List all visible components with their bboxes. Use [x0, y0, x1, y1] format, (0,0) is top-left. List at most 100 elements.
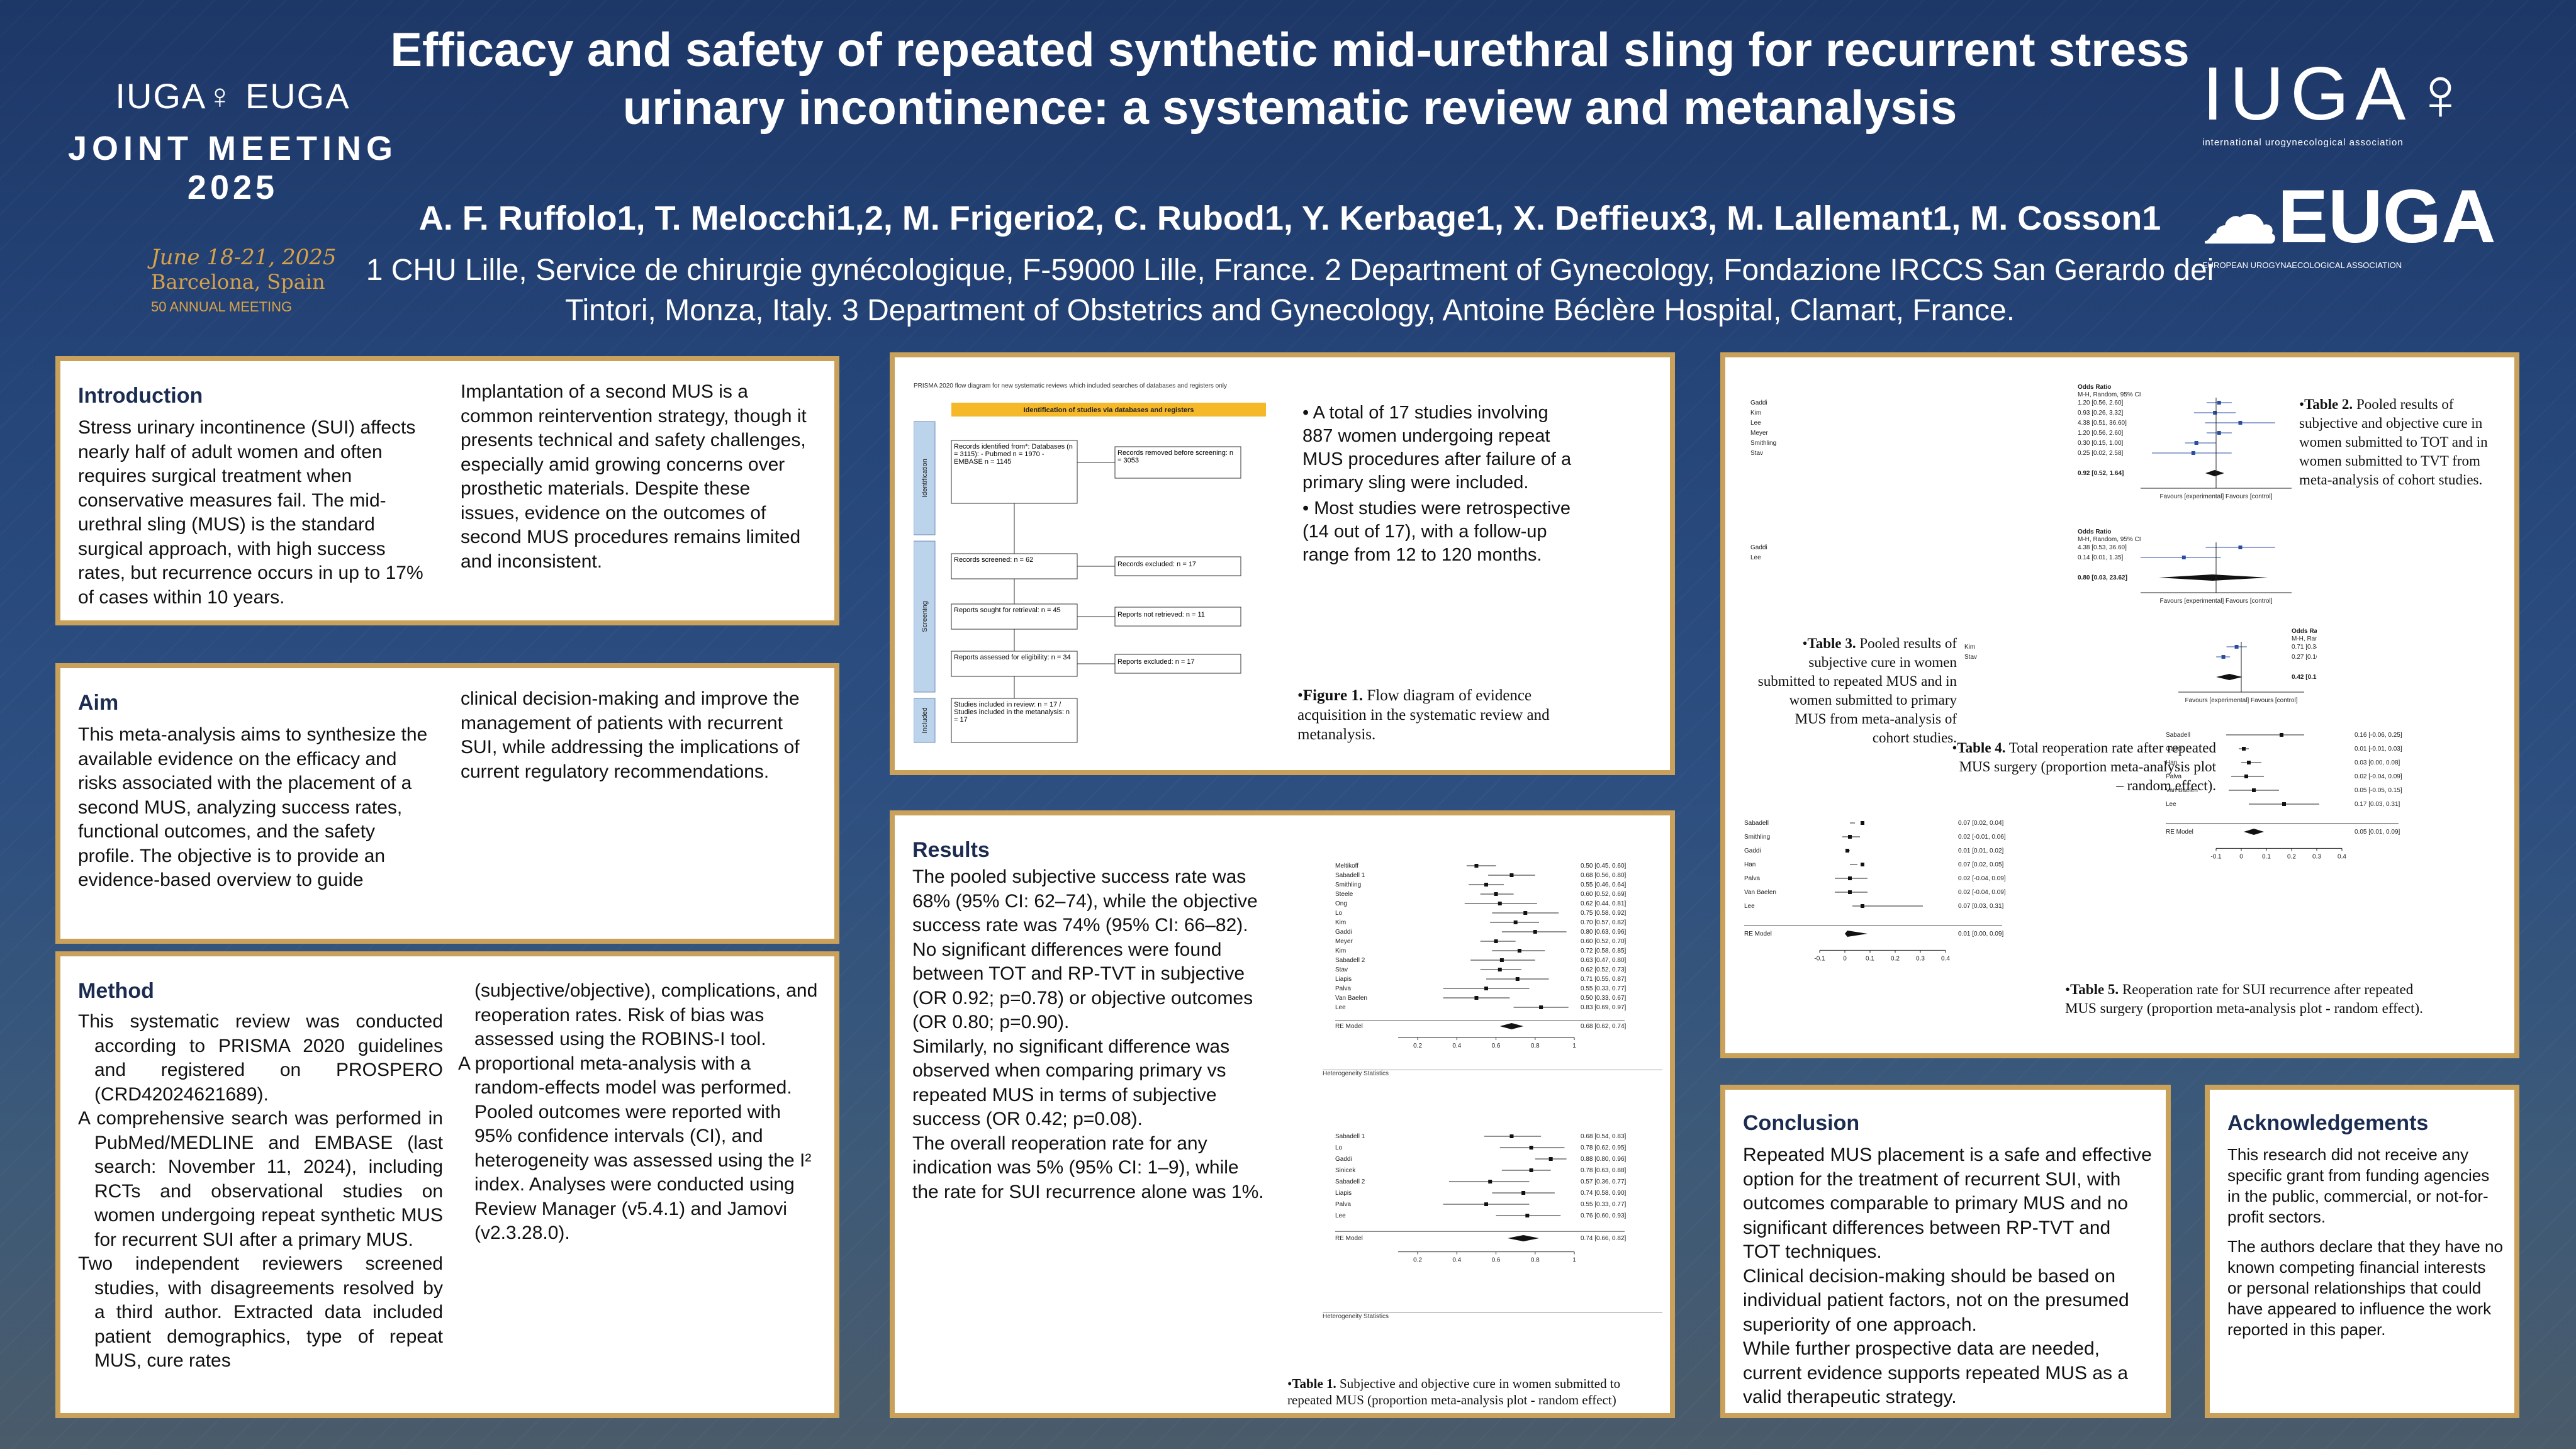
study-label: Liapis — [1335, 976, 1352, 983]
estimate-label: 0.07 [0.02, 0.04] — [1958, 820, 2004, 827]
forest-plot-objective: Sabadell 1 0.68 [0.54, 0.83] Lo 0.78 [0.62,… — [1335, 1133, 1627, 1264]
study-label: Ong — [1335, 900, 1347, 907]
prisma-screened-text: Records screened: n = 62 — [954, 556, 1034, 564]
table4-caption: •Table 4. Total reoperation rate after r… — [1952, 740, 2216, 793]
estimate-label: 0.02 [-0.04, 0.09] — [1958, 875, 2006, 882]
point-estimate — [1861, 904, 1864, 908]
conclusion-panel: Conclusion Repeated MUS placement is a s… — [1720, 1085, 2171, 1418]
study-label: Sabadell — [1744, 820, 1769, 827]
figure1-caption-text: Flow diagram of evidence acquisition in … — [1297, 687, 1550, 743]
point-estimate — [1848, 835, 1852, 839]
or-column-header: Odds Ratio — [2078, 384, 2111, 391]
x-tick-label: 0.3 — [1916, 955, 1925, 962]
x-tick-label: 0.2 — [1891, 955, 1900, 962]
estimate-label: 0.02 [-0.01, 0.06] — [1958, 834, 2006, 841]
table5-caption: •Table 5. Reoperation rate for SUI recur… — [2065, 982, 2423, 1016]
aim-panel: Aim This meta-analysis aims to synthesiz… — [55, 663, 839, 944]
point-estimate — [2191, 451, 2195, 455]
table2-caption-text: Pooled results of subjective and objecti… — [2299, 396, 2488, 488]
euga-logo-text: EUGA — [2278, 174, 2496, 259]
x-tick-label: 0.4 — [1941, 955, 1950, 962]
prisma-phase-included — [914, 698, 936, 743]
point-estimate — [2238, 545, 2243, 549]
estimate-label: 0.01 [-0.01, 0.03] — [2355, 746, 2402, 752]
study-label: Gaddi — [1750, 544, 1767, 551]
study-label: Smithling — [1744, 834, 1770, 841]
estimate-label: 0.05 [-0.05, 0.15] — [2355, 787, 2402, 794]
estimate-label: 0.75 [0.58, 0.92] — [1581, 910, 1627, 917]
study-label: Meyer — [1750, 430, 1768, 437]
table1-caption: •Table 1. Subjective and objective cure … — [1287, 1376, 1621, 1407]
study-label: Lee — [1744, 903, 1755, 910]
point-estimate — [2217, 431, 2221, 435]
or-label: 0.93 [0.26, 3.32] — [2078, 410, 2124, 417]
estimate-label: 0.83 [0.69, 0.97] — [1581, 1004, 1627, 1011]
heterogeneity-table-2: Heterogeneity Statistics — [1323, 1312, 1662, 1320]
estimate-label: 0.74 [0.58, 0.90] — [1581, 1190, 1627, 1197]
method-heading: Method — [78, 979, 154, 1003]
prisma-assessed-text: Reports assessed for eligibility: n = 34 — [954, 654, 1071, 661]
or-label: 0.30 [0.15, 1.00] — [2078, 440, 2124, 447]
study-label: Stav — [1964, 654, 1977, 661]
prisma-phase-label: Identification — [921, 459, 929, 498]
point-estimate — [1484, 883, 1488, 887]
prisma-header-text: Identification of studies via databases … — [1024, 406, 1194, 414]
prisma-excluded-text: Records excluded: n = 17 — [1117, 561, 1197, 568]
point-estimate — [1498, 902, 1502, 905]
or-column-subheader: M-H, Random, 95% CI — [2078, 391, 2141, 398]
prisma-bullet-2: Most studies were retrospective (14 out … — [1302, 498, 1571, 565]
re-model-label: RE Model — [1744, 931, 1772, 937]
x-tick-label: 0.1 — [1866, 955, 1874, 962]
favours-label: Favours [experimental] Favours [control] — [2160, 598, 2273, 605]
poster-title: Efficacy and safety of repeated syntheti… — [390, 23, 2190, 135]
estimate-label: 0.50 [0.33, 0.67] — [1581, 995, 1627, 1002]
estimate-label: 0.70 [0.57, 0.82] — [1581, 919, 1627, 926]
study-label: Sabadell 2 — [1335, 1178, 1365, 1185]
x-tick-label: -0.1 — [1814, 955, 1825, 962]
author-list: A. F. Ruffolo1, T. Melocchi1,2, M. Frige… — [418, 199, 2161, 237]
prisma-phase-screening — [914, 540, 936, 693]
pooled-diamond — [2158, 574, 2268, 581]
point-estimate — [1523, 911, 1528, 915]
results-heading: Results — [912, 838, 990, 862]
point-estimate — [1509, 873, 1514, 877]
method-paragraph: This systematic review was conducted acc… — [78, 1011, 443, 1105]
pooled-estimate-label: 0.74 [0.66, 0.82] — [1581, 1235, 1627, 1242]
table5-label: Table 5. — [2070, 982, 2119, 997]
estimate-label: 0.02 [-0.04, 0.09] — [2355, 773, 2402, 780]
or-label: 0.71 [0.34, 1.50] — [2292, 644, 2317, 651]
estimate-label: 0.07 [0.03, 0.31] — [1958, 903, 2004, 910]
study-label: Han — [1744, 861, 1756, 868]
x-tick-label: 0 — [1843, 955, 1847, 962]
estimate-label: 0.78 [0.62, 0.95] — [1581, 1144, 1627, 1151]
or-label: 1.20 [0.56, 2.60] — [2078, 430, 2124, 437]
table1-label: Table 1. — [1292, 1376, 1336, 1391]
study-label: Stav — [1335, 966, 1348, 973]
x-tick-label: 0.6 — [1492, 1043, 1501, 1049]
x-tick-label: 0.2 — [1413, 1257, 1422, 1264]
study-label: Gaddi — [2166, 746, 2183, 752]
study-label: Meltikoff — [1335, 863, 1358, 870]
euga-subtitle: EUROPEAN UROGYNAECOLOGICAL ASSOCIATION — [2202, 260, 2402, 270]
results-paragraph: No significant differences were found be… — [912, 939, 1253, 1033]
study-label: Van Baelen — [1744, 889, 1776, 896]
pooled-or-label: 0.80 [0.03, 23.62] — [2078, 574, 2127, 581]
pooled-estimate-label: 0.68 [0.62, 0.74] — [1581, 1023, 1627, 1030]
prisma-phase-label: Screening — [921, 601, 929, 632]
study-label: Gaddi — [1335, 929, 1352, 936]
or-label: 1.20 [0.56, 2.60] — [2078, 400, 2124, 406]
estimate-label: 0.55 [0.33, 0.77] — [1581, 985, 1627, 992]
pooled-diamond — [1508, 1235, 1539, 1241]
re-model-label: RE Model — [2166, 829, 2193, 836]
figure1-caption: •Figure 1. Flow diagram of evidence acqu… — [1297, 687, 1550, 743]
estimate-label: 0.88 [0.80, 0.96] — [1581, 1156, 1627, 1163]
pooled-diamond — [2205, 470, 2224, 476]
point-estimate — [1861, 821, 1864, 825]
x-tick-label: 0.3 — [2312, 853, 2321, 860]
prisma-sought-text: Reports sought for retrieval: n = 45 — [954, 607, 1061, 614]
estimate-label: 0.60 [0.52, 0.70] — [1581, 938, 1627, 945]
acknowledgements-paragraph: The authors declare that they have no kn… — [2227, 1237, 2503, 1339]
estimate-label: 0.63 [0.47, 0.80] — [1581, 957, 1627, 964]
